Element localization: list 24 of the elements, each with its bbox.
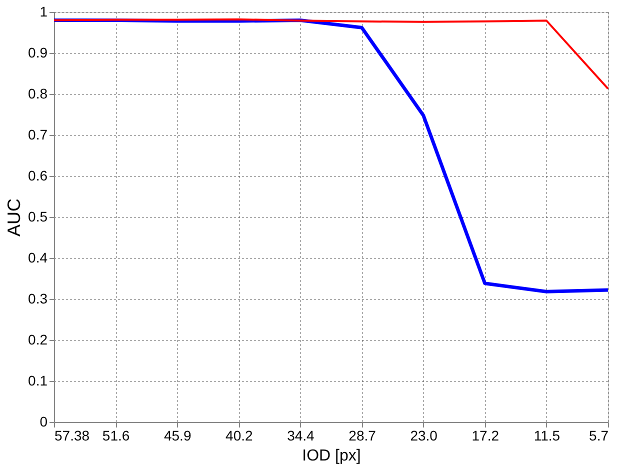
line-series (53, 18, 609, 90)
x-tick-label: 34.4 (287, 428, 315, 444)
y-tick-label: 0.9 (28, 44, 48, 60)
x-tick-label: 11.5 (534, 428, 560, 444)
x-tick-label: 17.2 (472, 428, 500, 444)
x-axis-title: IOD [px] (302, 448, 361, 464)
y-tick-label: 0.5 (28, 208, 48, 224)
y-axis-title: AUC (4, 198, 24, 237)
y-tick-label: 0.7 (28, 126, 48, 142)
y-tick-label: 0.2 (28, 332, 48, 348)
x-tick-label: 51.6 (102, 428, 130, 444)
y-tick-label: 0 (40, 414, 48, 430)
x-tick-label: 57.38 (54, 428, 90, 444)
y-tick-label: 0.1 (28, 372, 48, 388)
y-tick-label: 0.3 (28, 290, 48, 306)
x-tick-label: 23.0 (410, 428, 438, 444)
x-tick-label: 40.2 (226, 428, 254, 444)
y-tick-label: 0.4 (28, 250, 48, 266)
y-tick-label: 0.8 (28, 86, 48, 102)
x-tick-label: 45.9 (164, 428, 192, 444)
x-tick-label: 28.7 (348, 428, 376, 444)
y-tick-label: 1 (40, 4, 48, 20)
y-tick-label: 0.6 (28, 168, 48, 184)
x-tick-label: 5.7 (589, 428, 609, 444)
